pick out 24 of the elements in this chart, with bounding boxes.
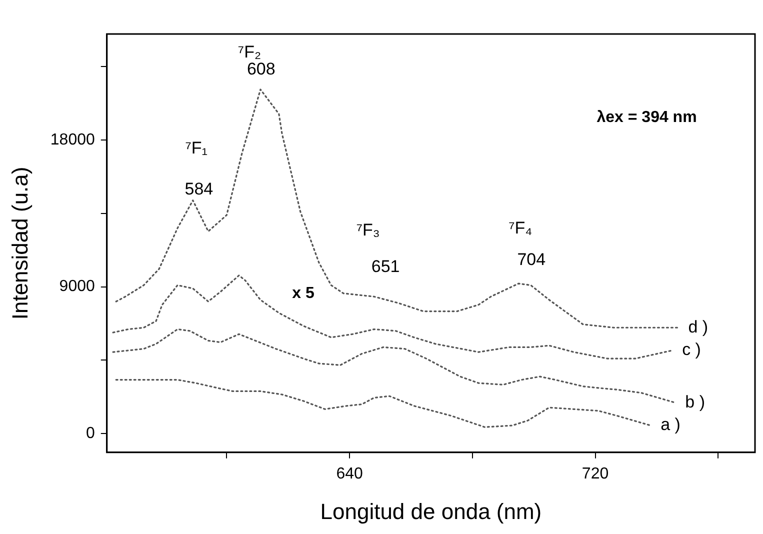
series-label: a ) bbox=[660, 415, 680, 434]
annotation: ⁷F₃ bbox=[356, 220, 380, 240]
series-label: b ) bbox=[685, 392, 705, 412]
line-series bbox=[112, 274, 673, 360]
x-tick-label: 640 bbox=[336, 465, 363, 482]
annotation: 704 bbox=[517, 250, 546, 270]
annotation: ⁷F₄ bbox=[508, 218, 532, 238]
x-tick-label: 720 bbox=[582, 465, 609, 482]
series-label: d ) bbox=[688, 317, 708, 336]
x-axis-title: Longitud de onda (nm) bbox=[320, 498, 542, 524]
annotation: x 5 bbox=[292, 285, 314, 302]
y-tick-label: 18000 bbox=[50, 131, 95, 148]
annotation: ⁷F₂ bbox=[238, 42, 262, 62]
y-axis-title: Intensidad (u.a) bbox=[7, 166, 32, 320]
annotation: λex = 394 nm bbox=[596, 109, 697, 126]
annotation: 608 bbox=[246, 59, 276, 78]
line-series bbox=[115, 379, 652, 428]
y-tick-label: 0 bbox=[86, 425, 95, 442]
annotation: 584 bbox=[184, 179, 214, 198]
line-series bbox=[112, 328, 676, 404]
y-tick-label: 9000 bbox=[59, 278, 95, 296]
annotation: 651 bbox=[371, 257, 400, 276]
series-label: c ) bbox=[682, 340, 701, 360]
annotation: ⁷F₁ bbox=[185, 138, 208, 158]
